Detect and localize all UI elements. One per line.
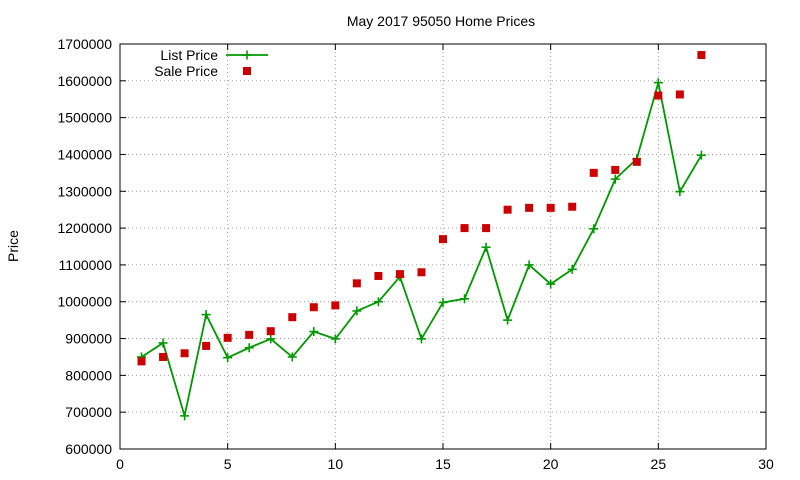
x-tick-label: 5	[224, 456, 232, 472]
data-point-sale-price	[546, 203, 555, 212]
x-tick-label: 15	[435, 456, 451, 472]
series-list-price	[137, 78, 706, 421]
data-point-list-price	[287, 352, 297, 362]
y-tick-label: 1300000	[57, 183, 112, 199]
y-tick-label: 1500000	[57, 110, 112, 126]
data-point-sale-price	[331, 301, 340, 310]
data-point-list-price	[309, 327, 319, 337]
data-point-list-price	[460, 294, 470, 304]
y-tick-label: 600000	[65, 441, 112, 457]
data-point-sale-price	[525, 203, 534, 212]
data-point-sale-price	[675, 90, 684, 99]
data-point-list-price	[330, 334, 340, 344]
legend-label-list-price: List Price	[160, 47, 218, 63]
data-point-sale-price	[309, 303, 318, 312]
data-point-list-price	[524, 260, 534, 270]
data-point-sale-price	[202, 341, 211, 350]
y-tick-label: 1700000	[57, 36, 112, 52]
chart-title: May 2017 95050 Home Prices	[347, 13, 535, 29]
gridlines	[120, 44, 766, 449]
legend-marker	[242, 50, 252, 60]
data-point-sale-price	[288, 313, 297, 322]
data-point-sale-price	[482, 224, 491, 233]
axes	[119, 43, 767, 450]
series	[137, 51, 706, 421]
data-point-list-price	[567, 264, 577, 274]
data-point-list-price	[201, 310, 211, 320]
legend-swatch-sale-price	[243, 67, 251, 75]
x-tick-label: 30	[758, 456, 774, 472]
data-point-sale-price	[352, 279, 361, 288]
data-point-sale-price	[439, 235, 447, 244]
data-point-list-price	[223, 353, 233, 363]
y-tick-label: 1200000	[57, 220, 112, 236]
data-point-sale-price	[245, 330, 254, 339]
data-point-sale-price	[374, 271, 383, 280]
data-point-list-price	[416, 334, 426, 344]
data-point-sale-price	[697, 51, 706, 60]
data-point-sale-price	[223, 333, 232, 342]
y-tick-label: 800000	[65, 367, 112, 383]
x-tick-label: 0	[116, 456, 124, 472]
data-point-sale-price	[503, 205, 512, 214]
y-tick-label: 1100000	[59, 257, 113, 273]
y-tick-label: 900000	[65, 331, 112, 347]
y-axis-label: Price	[5, 230, 21, 262]
legend-label-sale-price: Sale Price	[154, 63, 218, 79]
data-point-sale-price	[266, 327, 275, 336]
data-point-sale-price	[395, 270, 404, 279]
data-point-sale-price	[159, 352, 168, 361]
data-point-list-price	[266, 334, 276, 344]
data-point-sale-price	[654, 91, 663, 100]
data-point-sale-price	[137, 357, 146, 366]
data-point-list-price	[589, 224, 599, 234]
data-point-sale-price	[417, 268, 426, 277]
data-point-sale-price	[180, 349, 189, 358]
data-point-list-price	[180, 411, 190, 421]
x-tick-label: 10	[328, 456, 344, 472]
legend-swatch-list-price	[226, 50, 268, 60]
data-point-sale-price	[460, 224, 469, 233]
data-point-sale-price	[589, 168, 598, 177]
data-point-list-price	[352, 306, 362, 316]
y-tick-label: 1000000	[57, 294, 112, 310]
y-tick-label: 1400000	[57, 146, 112, 162]
data-point-sale-price	[611, 165, 620, 174]
data-point-list-price	[158, 338, 168, 348]
series-sale-price	[137, 51, 706, 366]
data-point-sale-price	[568, 202, 577, 211]
data-point-list-price	[610, 174, 620, 184]
legend: List Price Sale Price	[154, 47, 268, 79]
data-point-list-price	[373, 297, 383, 307]
data-point-list-price	[696, 150, 706, 160]
data-point-list-price	[503, 315, 513, 325]
x-tick-label: 25	[651, 456, 667, 472]
data-point-list-price	[675, 187, 685, 197]
y-tick-label: 700000	[65, 404, 112, 420]
series-line-list-price	[141, 82, 703, 417]
x-tick-label: 20	[543, 456, 559, 472]
data-point-sale-price	[632, 157, 641, 166]
data-point-list-price	[244, 343, 254, 353]
data-point-list-price	[653, 78, 663, 88]
y-tick-label: 1600000	[57, 73, 112, 89]
legend-marker	[243, 67, 251, 75]
data-point-list-price	[481, 242, 491, 252]
data-point-list-price	[438, 297, 448, 307]
tick-labels: 0 5 10 15 20 25 30 600000 700000 800000 900000 1000…	[57, 36, 774, 472]
data-point-list-price	[546, 279, 556, 289]
